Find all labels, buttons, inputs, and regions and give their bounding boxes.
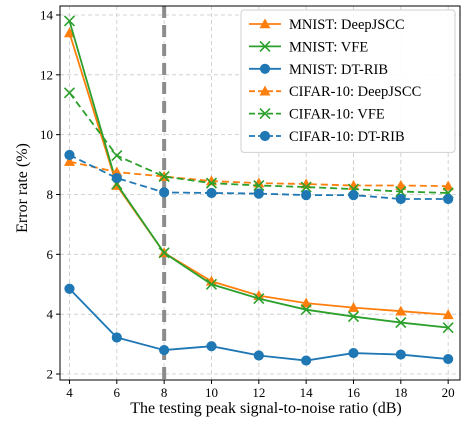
series-4-point-2 — [158, 170, 170, 183]
series-5-point-4 — [253, 188, 264, 199]
series-2-point-3 — [206, 341, 217, 352]
y-tick-label-10: 10 — [40, 127, 53, 142]
series-4-point-3 — [205, 177, 218, 189]
series-5-point-3 — [206, 187, 217, 199]
series-1-point-6 — [347, 311, 360, 323]
series-2-point-6 — [348, 347, 359, 359]
x-axis-label: The testing peak signal-to-noise ratio (… — [130, 400, 401, 417]
series-5-point-1 — [111, 172, 122, 184]
series-0-point-5 — [300, 297, 312, 308]
series-1-point-7 — [395, 316, 407, 329]
x-tick-label-10: 10 — [205, 385, 218, 400]
series-5-point-2 — [159, 187, 170, 198]
series-5 — [64, 149, 454, 205]
y-tick-label-14: 14 — [40, 7, 54, 22]
x-tick-label-18: 18 — [394, 385, 407, 400]
series-4-point-0 — [63, 87, 76, 99]
series-1-point-4 — [253, 293, 265, 305]
x-tick-label-12: 12 — [252, 385, 265, 400]
series-2-point-4 — [253, 350, 264, 361]
series-1-point-5 — [300, 304, 312, 316]
legend-label-2: MNIST: DT-RIB — [289, 62, 388, 78]
series-2-point-2 — [159, 344, 170, 356]
series-3-point-8 — [442, 180, 454, 191]
series-1-point-2 — [158, 247, 170, 259]
legend: MNIST: DeepJSCC MNIST: VFE MNIST: DT-RIB CI… — [240, 9, 456, 153]
series-4-point-5 — [300, 181, 312, 193]
x-tick-label-16: 16 — [347, 385, 361, 400]
legend-marker-2 — [259, 63, 271, 74]
series-4-point-4 — [253, 179, 265, 192]
series-0-point-7 — [395, 305, 407, 316]
legend-entry-1: MNIST: VFE — [249, 39, 368, 55]
series-3-point-0 — [63, 155, 75, 166]
series-2-point-5 — [301, 355, 312, 366]
x-tick-label-6: 6 — [114, 385, 121, 400]
legend-entry-0: MNIST: DeepJSCC — [249, 17, 405, 33]
y-tick-label-12: 12 — [40, 67, 53, 82]
series-2-point-1 — [111, 332, 122, 343]
series-5-point-5 — [301, 189, 312, 201]
series-4-point-1 — [111, 150, 123, 162]
x-tick-label-8: 8 — [161, 385, 168, 400]
plot-frame — [59, 5, 461, 381]
x-tick-label-14: 14 — [300, 385, 314, 400]
legend-entry-5: CIFAR-10: DT-RIB — [249, 129, 405, 145]
x-tick-label-4: 4 — [66, 385, 73, 400]
series-2-point-7 — [395, 349, 406, 360]
y-tick-label-6: 6 — [47, 247, 54, 262]
series-3-point-7 — [395, 179, 407, 190]
y-tick-label-8: 8 — [47, 187, 54, 202]
x-tick-label-20: 20 — [442, 385, 455, 400]
series-line-5 — [69, 154, 449, 200]
y-tick-label-2: 2 — [47, 367, 54, 382]
series-2-point-0 — [64, 283, 75, 294]
series-4-point-7 — [395, 185, 407, 198]
legend-marker-0 — [259, 18, 271, 29]
series-1-point-3 — [205, 278, 218, 290]
legend-marker-4 — [259, 108, 271, 120]
y-tick-label-4: 4 — [47, 307, 54, 322]
legend-label-4: CIFAR-10: VFE — [289, 107, 385, 123]
legend-entry-3: CIFAR-10: DeepJSCC — [249, 84, 421, 100]
series-1-point-0 — [63, 15, 76, 27]
legend-marker-3 — [259, 85, 271, 96]
series-4 — [63, 87, 454, 199]
y-axis-label: Error rate (%) — [14, 143, 31, 233]
legend-label-0: MNIST: DeepJSCC — [289, 17, 405, 33]
series-5-point-7 — [395, 193, 406, 205]
legend-entry-2: MNIST: DT-RIB — [249, 62, 388, 78]
series-0-point-8 — [442, 309, 454, 320]
legend-marker-5 — [259, 130, 271, 142]
series-5-point-0 — [64, 149, 75, 161]
series-layer — [63, 15, 454, 366]
series-2 — [64, 283, 454, 366]
legend-label-5: CIFAR-10: DT-RIB — [289, 129, 405, 145]
series-5-point-8 — [443, 193, 454, 205]
legend-entry-4: CIFAR-10: VFE — [249, 107, 385, 123]
legend-label-1: MNIST: VFE — [289, 39, 368, 55]
series-2-point-8 — [443, 353, 454, 365]
legend-label-3: CIFAR-10: DeepJSCC — [289, 84, 421, 100]
series-5-point-6 — [348, 189, 359, 201]
legend-box — [240, 9, 456, 153]
legend-marker-1 — [259, 40, 271, 52]
series-1-point-8 — [442, 322, 454, 334]
series-0-point-6 — [347, 301, 360, 312]
